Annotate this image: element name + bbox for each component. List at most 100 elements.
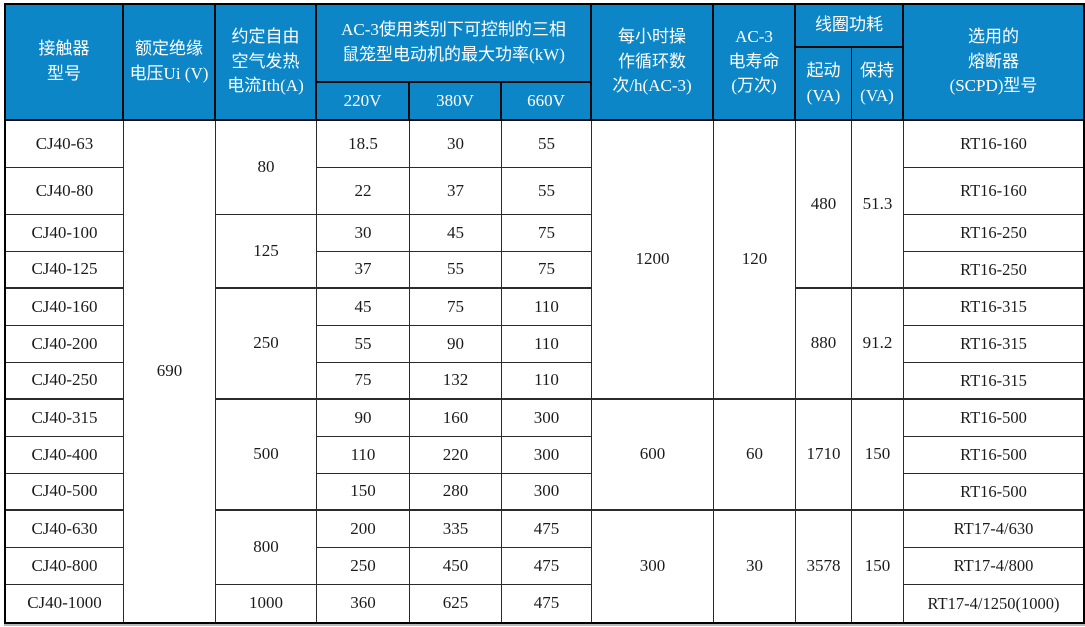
col-header-660v: 660V: [502, 83, 592, 121]
cell-life: 120: [714, 121, 796, 400]
col-header-insulation-voltage: 额定绝缘 电压Ui (V): [124, 5, 216, 121]
cell-ith-current: 250: [216, 289, 317, 400]
cell-ith-current: 500: [216, 400, 317, 511]
cell-fuse: RT16-250: [904, 215, 1083, 252]
col-header-380v: 380V: [410, 83, 502, 121]
cell-kw-220: 250: [317, 548, 410, 585]
cell-fuse: RT16-315: [904, 289, 1083, 326]
cell-kw-660: 110: [502, 289, 592, 326]
cell-ith-current: 125: [216, 215, 317, 289]
cell-model: CJ40-315: [6, 400, 124, 437]
cell-kw-220: 37: [317, 252, 410, 289]
cell-kw-380: 160: [410, 400, 502, 437]
cell-ui-voltage: 690: [124, 121, 216, 622]
cell-kw-660: 300: [502, 474, 592, 511]
cell-kw-660: 110: [502, 363, 592, 400]
cell-model: CJ40-400: [6, 437, 124, 474]
cell-hold-va: 150: [852, 511, 904, 622]
cell-kw-660: 300: [502, 400, 592, 437]
cell-hold-va: 91.2: [852, 289, 904, 400]
cell-start-va: 880: [796, 289, 852, 400]
cell-hold-va: 150: [852, 400, 904, 511]
cell-kw-220: 360: [317, 585, 410, 622]
col-header-220v: 220V: [317, 83, 410, 121]
cell-kw-660: 300: [502, 437, 592, 474]
cell-model: CJ40-80: [6, 168, 124, 215]
cell-cycles: 600: [592, 400, 714, 511]
cell-start-va: 1710: [796, 400, 852, 511]
cell-kw-660: 475: [502, 585, 592, 622]
cell-kw-220: 55: [317, 326, 410, 363]
cell-fuse: RT16-500: [904, 400, 1083, 437]
cell-fuse: RT16-500: [904, 474, 1083, 511]
cell-kw-220: 30: [317, 215, 410, 252]
cell-kw-660: 75: [502, 215, 592, 252]
cell-kw-380: 220: [410, 437, 502, 474]
cell-life: 30: [714, 511, 796, 622]
cell-kw-220: 90: [317, 400, 410, 437]
cell-model: CJ40-630: [6, 511, 124, 548]
cell-kw-660: 475: [502, 548, 592, 585]
cell-kw-380: 45: [410, 215, 502, 252]
cell-kw-220: 110: [317, 437, 410, 474]
cell-ith-current: 80: [216, 121, 317, 215]
cell-kw-380: 335: [410, 511, 502, 548]
col-header-thermal-current: 约定自由 空气发热 电流Ith(A): [216, 5, 317, 121]
cell-kw-220: 45: [317, 289, 410, 326]
cell-kw-220: 18.5: [317, 121, 410, 168]
cell-cycles: 1200: [592, 121, 714, 400]
cell-kw-380: 30: [410, 121, 502, 168]
col-header-coil-power-group: 线圈功耗: [796, 5, 904, 48]
cell-kw-380: 625: [410, 585, 502, 622]
cell-fuse: RT16-160: [904, 168, 1083, 215]
cell-model: CJ40-250: [6, 363, 124, 400]
cell-fuse: RT16-315: [904, 326, 1083, 363]
cell-fuse: RT16-315: [904, 363, 1083, 400]
cell-kw-660: 75: [502, 252, 592, 289]
col-header-operating-cycles: 每小时操 作循环数 次/h(AC-3): [592, 5, 714, 121]
cell-kw-380: 37: [410, 168, 502, 215]
cell-ith-current: 800: [216, 511, 317, 585]
cell-kw-660: 475: [502, 511, 592, 548]
contactor-spec-table: 接触器 型号 额定绝缘 电压Ui (V) 约定自由 空气发热 电流Ith(A) …: [4, 3, 1085, 624]
cell-kw-220: 22: [317, 168, 410, 215]
col-header-fuse: 选用的 熔断器 (SCPD)型号: [904, 5, 1083, 121]
cell-model: CJ40-160: [6, 289, 124, 326]
col-header-model: 接触器 型号: [6, 5, 124, 121]
col-header-max-power-group: AC-3使用类别下可控制的三相 鼠笼型电动机的最大功率(kW): [317, 5, 592, 83]
cell-kw-660: 55: [502, 168, 592, 215]
cell-fuse: RT16-160: [904, 121, 1083, 168]
cell-kw-380: 280: [410, 474, 502, 511]
cell-kw-660: 55: [502, 121, 592, 168]
cell-model: CJ40-200: [6, 326, 124, 363]
col-header-coil-hold: 保持 (VA): [852, 48, 904, 121]
cell-kw-380: 90: [410, 326, 502, 363]
cell-life: 60: [714, 400, 796, 511]
cell-model: CJ40-800: [6, 548, 124, 585]
cell-ith-current: 1000: [216, 585, 317, 622]
cell-cycles: 300: [592, 511, 714, 622]
cell-kw-220: 200: [317, 511, 410, 548]
cell-fuse: RT16-500: [904, 437, 1083, 474]
col-header-electrical-life: AC-3 电寿命 (万次): [714, 5, 796, 121]
cell-model: CJ40-1000: [6, 585, 124, 622]
cell-kw-220: 150: [317, 474, 410, 511]
cell-kw-660: 110: [502, 326, 592, 363]
col-header-coil-start: 起动 (VA): [796, 48, 852, 121]
cell-fuse: RT17-4/800: [904, 548, 1083, 585]
cell-model: CJ40-125: [6, 252, 124, 289]
cell-model: CJ40-500: [6, 474, 124, 511]
cell-kw-380: 55: [410, 252, 502, 289]
cell-kw-380: 132: [410, 363, 502, 400]
cell-fuse: RT17-4/1250(1000): [927, 593, 1060, 613]
cell-kw-380: 75: [410, 289, 502, 326]
cell-kw-380: 450: [410, 548, 502, 585]
cell-start-va: 480: [796, 121, 852, 289]
cell-fuse: RT17-4/630: [904, 511, 1083, 548]
cell-start-va: 3578: [796, 511, 852, 622]
cell-hold-va: 51.3: [852, 121, 904, 289]
cell-fuse: RT16-250: [904, 252, 1083, 289]
cell-kw-220: 75: [317, 363, 410, 400]
cell-model: CJ40-63: [6, 121, 124, 168]
cell-model: CJ40-100: [6, 215, 124, 252]
